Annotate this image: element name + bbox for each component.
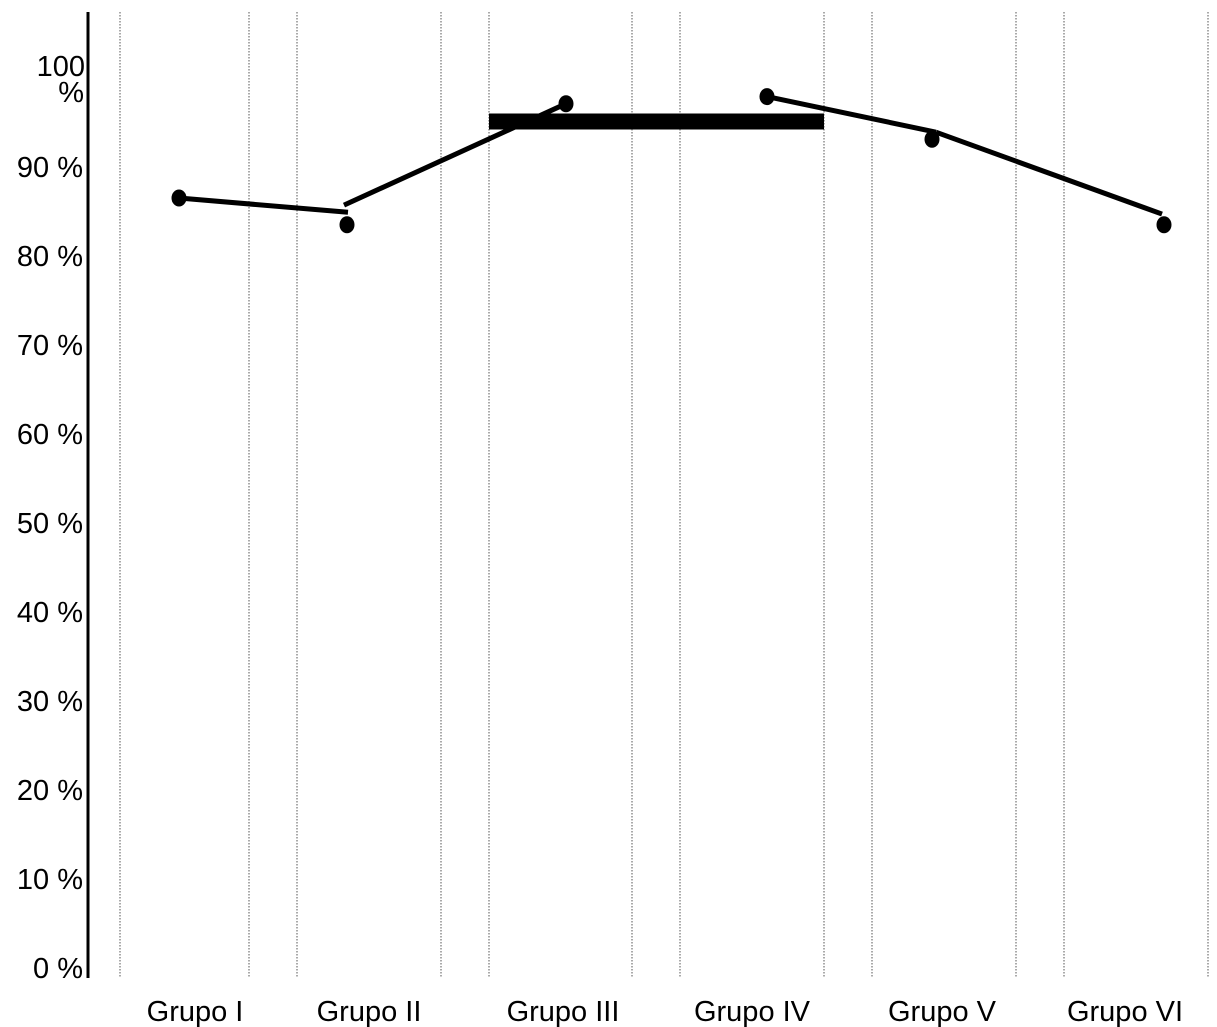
data-point-5 bbox=[924, 130, 940, 148]
data-point-3 bbox=[558, 95, 574, 113]
y-tick-label-40: 40 % bbox=[17, 597, 83, 629]
data-point-6 bbox=[1156, 216, 1172, 234]
reference-band-layer bbox=[489, 113, 824, 130]
x-category-label-3: Grupo III bbox=[507, 996, 620, 1027]
x-category-label-1: Grupo I bbox=[147, 996, 244, 1027]
trend-line-4 bbox=[935, 129, 1163, 217]
y-tick-label-70: 70 % bbox=[17, 330, 83, 362]
trend-lines bbox=[178, 94, 1163, 217]
grid-lines bbox=[119, 12, 1209, 978]
y-tick-label-30: 30 % bbox=[17, 686, 83, 718]
x-category-label-5: Grupo V bbox=[888, 996, 997, 1027]
y-tick-label-20: 20 % bbox=[17, 775, 83, 807]
x-category-label-6: Grupo VI bbox=[1067, 996, 1183, 1027]
y-tick-label-0: 0 % bbox=[33, 953, 83, 985]
y-tick-label-60: 60 % bbox=[17, 419, 83, 451]
y-tick-label-90: 90 % bbox=[17, 152, 83, 184]
reference-band bbox=[489, 113, 824, 130]
x-category-label-4: Grupo IV bbox=[694, 996, 811, 1027]
data-point-4 bbox=[759, 88, 775, 106]
data-points bbox=[171, 88, 1172, 234]
data-point-1 bbox=[171, 189, 187, 207]
trend-line-3 bbox=[766, 94, 937, 135]
data-point-2 bbox=[339, 216, 355, 234]
y-tick-label-10: 10 % bbox=[17, 864, 83, 896]
y-tick-label-100: 100% bbox=[37, 51, 85, 109]
y-tick-labels: 0 % 10 % 20 % 30 % 40 % 50 % 60 % 70 % 80 % 90 % 1… bbox=[17, 51, 85, 985]
trend-line-1 bbox=[178, 195, 349, 215]
x-category-labels: Grupo I Grupo II Grupo III Grupo IV Grupo V G… bbox=[147, 996, 1183, 1027]
y-tick-label-50: 50 % bbox=[17, 508, 83, 540]
trend-line-2 bbox=[342, 101, 568, 208]
y-tick-label-80: 80 % bbox=[17, 241, 83, 273]
x-category-label-2: Grupo II bbox=[317, 996, 422, 1027]
